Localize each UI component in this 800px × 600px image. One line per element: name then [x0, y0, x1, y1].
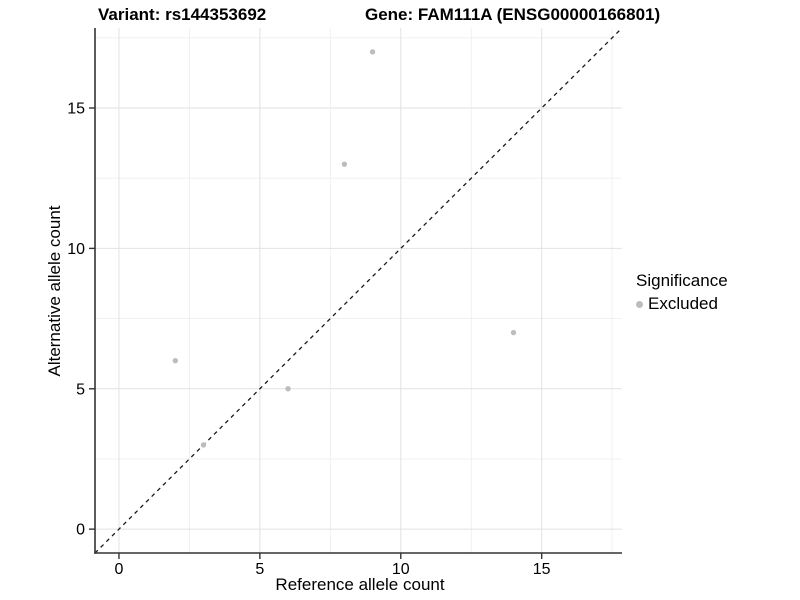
- data-point: [200, 442, 207, 448]
- data-point: [510, 329, 517, 336]
- data-point: [341, 161, 348, 167]
- y-tick-label: 15: [67, 101, 85, 118]
- x-tick-label: 0: [115, 561, 124, 578]
- identity-line: [94, 27, 623, 554]
- legend: Significance Excluded: [636, 271, 728, 314]
- data-point: [369, 49, 376, 55]
- legend-item-excluded: Excluded: [636, 294, 728, 314]
- x-axis-title: Reference allele count: [275, 575, 445, 594]
- legend-title: Significance: [636, 271, 728, 290]
- y-tick-label: 0: [76, 522, 85, 539]
- x-tick-label: 5: [255, 561, 264, 578]
- y-tick-label: 5: [76, 381, 85, 398]
- y-axis-title: Alternative allele count: [45, 205, 64, 377]
- x-tick-label: 10: [392, 561, 410, 578]
- variant-title: Variant: rs144353692: [98, 5, 267, 24]
- gene-title: Gene: FAM111A (ENSG00000166801): [365, 5, 661, 24]
- y-tick-label: 10: [67, 241, 85, 258]
- x-tick-label: 15: [533, 561, 551, 578]
- data-point: [285, 386, 291, 392]
- data-point: [172, 357, 179, 364]
- excluded-point-icon: [636, 300, 643, 308]
- legend-item-label: Excluded: [648, 294, 718, 313]
